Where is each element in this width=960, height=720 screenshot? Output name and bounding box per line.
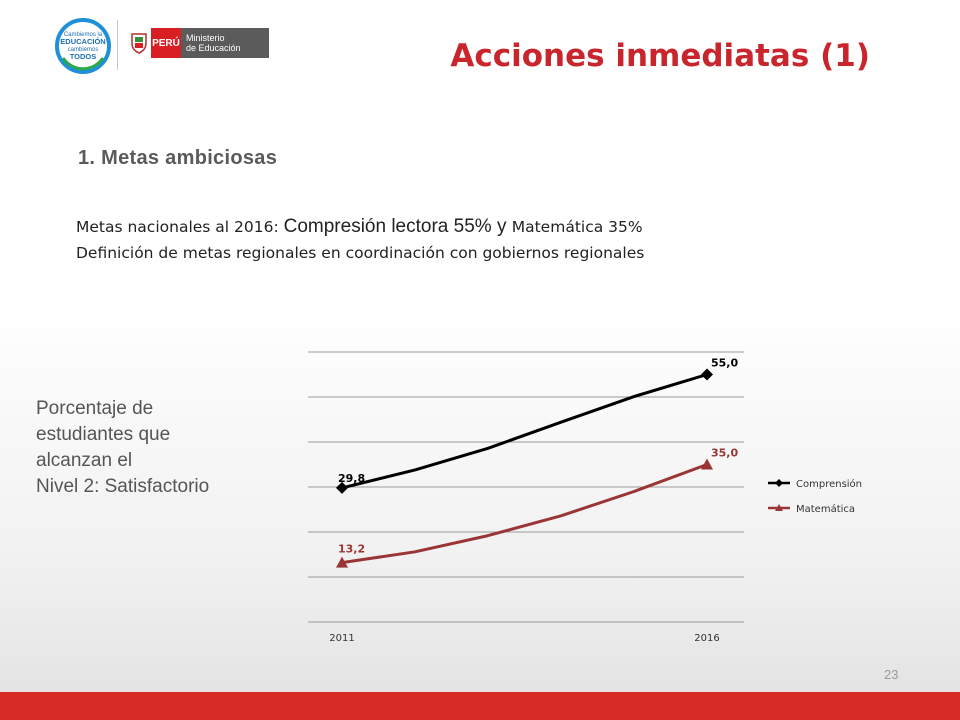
x-tick-label-0: 2011 bbox=[329, 633, 354, 644]
body-line-1-part-c: Matemática 35% bbox=[511, 218, 643, 236]
side-label-line-1: Porcentaje de bbox=[36, 398, 154, 419]
legend-label-0: Comprensión bbox=[796, 478, 862, 490]
footer-bar bbox=[0, 692, 960, 720]
campaign-logo-line-2: EDUCACIÓN bbox=[60, 37, 105, 46]
x-tick-label-5: 2016 bbox=[694, 633, 719, 644]
logo-divider bbox=[117, 20, 118, 70]
country-label: PERÚ bbox=[151, 28, 181, 58]
campaign-logo: Cambiemos la EDUCACIÓN cambiemos TODOS bbox=[55, 18, 111, 74]
chart-side-label: Porcentaje de estudiantes que alcanzan e… bbox=[36, 396, 276, 500]
legend-label-1: Matemática bbox=[796, 503, 855, 515]
series-line-0 bbox=[341, 373, 708, 490]
body-line-1-part-b: Compresión lectora 55% y bbox=[283, 216, 512, 237]
body-line-1-part-a: Metas nacionales al 2016: bbox=[76, 218, 284, 236]
body-line-2: Definición de metas regionales en coordi… bbox=[76, 244, 645, 262]
side-label-line-3: alcanzan el bbox=[36, 450, 133, 471]
side-label-line-2: estudiantes que bbox=[36, 424, 171, 445]
shield-icon bbox=[127, 28, 151, 58]
page-title: Acciones inmediatas (1) bbox=[450, 38, 870, 74]
campaign-logo-line-1: Cambiemos la bbox=[64, 32, 103, 38]
chart-data-labels: 29,8 55,0 13,2 35,0 bbox=[338, 357, 738, 556]
chart-x-ticks: 2011 2016 bbox=[329, 633, 719, 644]
ministry-name-line-1: Ministerio bbox=[186, 33, 225, 43]
series-1-data-label-5: 35,0 bbox=[711, 447, 738, 460]
ministry-name-line-2: de Educación bbox=[186, 43, 241, 53]
ministry-logo: PERÚ Ministerio de Educación bbox=[127, 28, 269, 58]
side-label-line-4: Nivel 2: Satisfactorio bbox=[36, 476, 210, 497]
series-0-marker-0 bbox=[336, 481, 348, 494]
chart-gridlines bbox=[308, 351, 744, 623]
series-0-data-label-5: 55,0 bbox=[711, 357, 738, 370]
legend-marker-0 bbox=[775, 479, 783, 487]
page-number: 23 bbox=[884, 667, 899, 682]
line-chart: 29,8 55,0 13,2 35,0 2011 2016 Comprensión Mat… bbox=[308, 351, 862, 644]
section-heading: 1. Metas ambiciosas bbox=[78, 147, 278, 169]
body-line-1: Metas nacionales al 2016: Compresión lec… bbox=[76, 214, 644, 240]
legend-marker-1 bbox=[775, 504, 783, 511]
chart-legend: Comprensión Matemática bbox=[768, 478, 862, 515]
chart-series bbox=[336, 368, 713, 568]
campaign-logo-line-4: TODOS bbox=[70, 52, 97, 61]
series-1-data-label-0: 13,2 bbox=[338, 543, 365, 556]
body-text: Metas nacionales al 2016: Compresión lec… bbox=[76, 214, 644, 266]
series-0-data-label-0: 29,8 bbox=[338, 472, 365, 485]
series-0-marker-5 bbox=[701, 368, 713, 381]
ministry-name: Ministerio de Educación bbox=[181, 28, 269, 58]
series-1-marker-0 bbox=[336, 556, 348, 568]
campaign-logo-line-3: cambiemos bbox=[68, 47, 99, 53]
series-line-1 bbox=[341, 463, 708, 565]
series-1-marker-5 bbox=[701, 458, 713, 470]
